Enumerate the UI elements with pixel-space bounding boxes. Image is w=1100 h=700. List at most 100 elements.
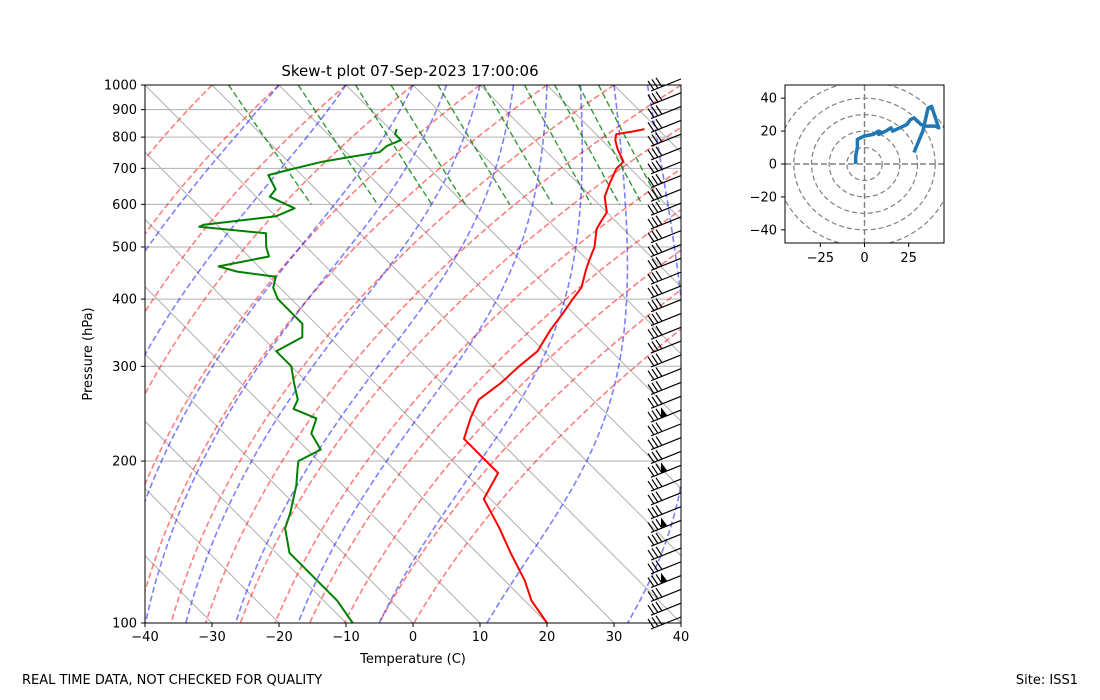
wind-barb-flag (651, 148, 659, 158)
dry-adiabat-line (239, 126, 681, 623)
wind-barb-flag (651, 354, 659, 365)
wind-barb (650, 285, 682, 299)
wind-barb (650, 119, 682, 133)
x-tick-label: −40 (131, 630, 158, 645)
wind-barb-flag (655, 491, 663, 501)
wind-barb (650, 326, 682, 340)
profile-series (198, 128, 645, 623)
quality-disclaimer: REAL TIME DATA, NOT CHECKED FOR QUALITY (22, 673, 323, 688)
wind-barb-flag (655, 325, 663, 336)
wind-barb (650, 450, 682, 465)
wind-barb-flag (647, 260, 655, 270)
wind-barb-flag (651, 423, 659, 434)
wind-barb-flag (651, 313, 659, 324)
wind-barb-flag (651, 534, 659, 544)
wind-barb-flag (655, 187, 663, 198)
wind-barb-flag (651, 79, 659, 89)
wind-barb (650, 147, 682, 161)
wind-barb (650, 547, 682, 561)
wind-barb (650, 175, 682, 189)
wind-barb-flag (655, 422, 663, 433)
wind-barb-flag (647, 315, 655, 325)
hodograph-y-tick-label: −40 (750, 223, 777, 238)
wind-barb-flag (647, 466, 655, 477)
isotherm-line (145, 85, 681, 623)
wind-barb (650, 216, 682, 230)
mixing-ratio-line (297, 85, 379, 205)
wind-barb-flag (647, 425, 655, 436)
isotherm-line (479, 85, 681, 288)
wind-barb-flag (647, 273, 655, 284)
isotherm-line (145, 353, 414, 623)
y-tick-label: 800 (112, 131, 137, 146)
hodograph-series (853, 104, 941, 164)
hodograph-y-tick-label: 20 (760, 125, 777, 140)
wind-barb-flag (651, 492, 659, 503)
y-tick-label: 400 (112, 293, 137, 308)
dry-adiabat-line (204, 85, 681, 623)
wind-barb-flag (651, 299, 659, 310)
wind-barb-flag (655, 201, 663, 212)
isotherm-line (145, 555, 213, 623)
x-tick-label: 0 (409, 630, 417, 645)
mixing-ratio-line (523, 85, 592, 205)
isotherm-line (211, 85, 681, 557)
wind-barb-flag (655, 367, 663, 377)
y-tick-label: 900 (112, 103, 137, 118)
wind-barb-flag (655, 284, 663, 295)
wind-barb-flag (647, 480, 655, 491)
wind-barb-flag (647, 508, 655, 518)
wind-barb-flag (647, 191, 655, 201)
moist-adiabat-line (486, 85, 629, 623)
wind-barb (650, 478, 682, 492)
wind-barb-flag (647, 411, 655, 422)
dry-adiabat-line (145, 85, 213, 161)
wind-barb-flag (647, 246, 655, 256)
x-tick-label: 20 (539, 630, 556, 645)
wind-barb (650, 423, 682, 437)
y-axis-label: Pressure (hPa) (81, 307, 96, 400)
wind-barb-flag (647, 108, 655, 118)
hodograph-x-tick-label: 25 (900, 251, 917, 266)
hodograph-ticks: −25 0 25 −40 −20 0 20 40 (750, 92, 917, 266)
wind-barb-flag (651, 120, 659, 131)
dewpoint-profile-line (198, 128, 402, 623)
wind-barb-flag (647, 94, 655, 105)
x-tick-label: 10 (472, 630, 489, 645)
x-axis-label: Temperature (C) (359, 652, 466, 667)
y-tick-label: 700 (112, 162, 137, 177)
mixing-ratio-line (597, 85, 662, 205)
moist-adiabat-line (297, 85, 548, 623)
wind-barb (650, 133, 682, 147)
wind-barb-flag (651, 368, 659, 379)
wind-barb-flag (651, 341, 659, 351)
x-tick-label: −10 (332, 630, 359, 645)
moist-adiabat-line (145, 85, 414, 504)
wind-barb-flag (655, 105, 663, 115)
dry-adiabat-line (343, 249, 681, 623)
y-tick-label: 600 (112, 198, 137, 213)
wind-barb-flag (655, 243, 663, 253)
wind-barb-flag (647, 218, 655, 229)
wind-barb-flag (647, 204, 655, 215)
wind-barb-flag (651, 244, 659, 255)
wind-barb-flag (647, 149, 655, 160)
wind-barb-flag (647, 384, 655, 394)
wind-barb-flag (655, 311, 663, 322)
wind-barb-flag (655, 91, 663, 101)
chart-title: Skew-t plot 07-Sep-2023 17:00:06 (281, 62, 538, 80)
moist-adiabat-line (378, 85, 584, 623)
x-tick-label: 30 (606, 630, 623, 645)
wind-barb-pennant (661, 407, 667, 419)
wind-barb-flag (647, 439, 655, 449)
wind-barb-flag (647, 453, 655, 463)
isotherm-line (412, 85, 681, 355)
isotherm-line (145, 286, 481, 623)
wind-barb-flag (647, 135, 655, 146)
wind-barb-flag (655, 174, 663, 184)
wind-barb-flag (647, 604, 655, 615)
wind-barb (650, 602, 682, 616)
mixing-ratio-line (437, 85, 511, 205)
hodograph-y-tick-label: 0 (769, 158, 777, 173)
